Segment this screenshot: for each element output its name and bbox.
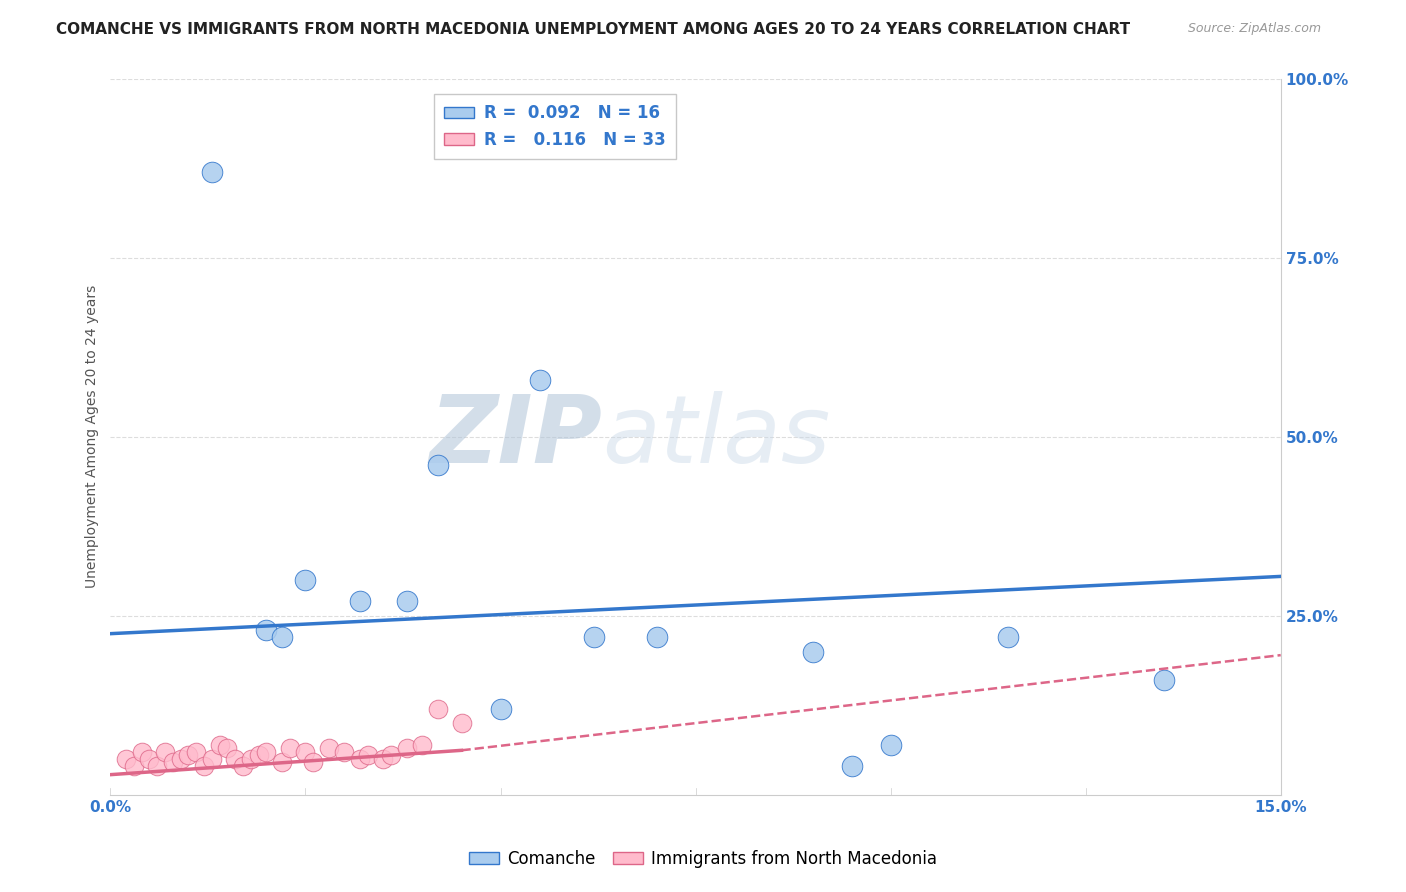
Point xyxy=(529,373,551,387)
Point xyxy=(193,759,215,773)
Point xyxy=(1153,673,1175,688)
Text: ZIP: ZIP xyxy=(429,391,602,483)
Point xyxy=(645,630,668,644)
Point xyxy=(271,630,294,644)
Text: COMANCHE VS IMMIGRANTS FROM NORTH MACEDONIA UNEMPLOYMENT AMONG AGES 20 TO 24 YEA: COMANCHE VS IMMIGRANTS FROM NORTH MACEDO… xyxy=(56,22,1130,37)
Text: atlas: atlas xyxy=(602,392,830,483)
Point xyxy=(224,752,246,766)
Point xyxy=(208,738,231,752)
Point xyxy=(294,573,316,587)
Point xyxy=(294,745,316,759)
Point xyxy=(302,756,325,770)
Point xyxy=(357,748,380,763)
Point xyxy=(450,716,472,731)
Point xyxy=(489,702,512,716)
Point xyxy=(138,752,160,766)
Point xyxy=(395,741,418,756)
Point xyxy=(841,759,863,773)
Point xyxy=(427,458,450,473)
Point xyxy=(349,594,371,608)
Point xyxy=(201,165,224,179)
Point xyxy=(879,738,901,752)
Point xyxy=(115,752,138,766)
Point xyxy=(146,759,169,773)
Point xyxy=(997,630,1019,644)
Point xyxy=(162,756,184,770)
Point xyxy=(256,745,278,759)
Point xyxy=(349,752,371,766)
Point xyxy=(122,759,145,773)
Point xyxy=(278,741,301,756)
Point xyxy=(333,745,356,759)
Point xyxy=(186,745,208,759)
Text: Source: ZipAtlas.com: Source: ZipAtlas.com xyxy=(1188,22,1322,36)
Point xyxy=(256,623,278,637)
Y-axis label: Unemployment Among Ages 20 to 24 years: Unemployment Among Ages 20 to 24 years xyxy=(86,285,100,589)
Point xyxy=(169,752,191,766)
Point xyxy=(318,741,340,756)
Point xyxy=(395,594,418,608)
Legend: R =  0.092   N = 16, R =   0.116   N = 33: R = 0.092 N = 16, R = 0.116 N = 33 xyxy=(434,95,676,159)
Point xyxy=(239,752,262,766)
Point xyxy=(373,752,395,766)
Point xyxy=(380,748,402,763)
Point xyxy=(583,630,606,644)
Point xyxy=(411,738,433,752)
Point xyxy=(271,756,294,770)
Point xyxy=(153,745,176,759)
Point xyxy=(177,748,200,763)
Point xyxy=(131,745,153,759)
Point xyxy=(427,702,450,716)
Legend: Comanche, Immigrants from North Macedonia: Comanche, Immigrants from North Macedoni… xyxy=(463,844,943,875)
Point xyxy=(201,752,224,766)
Point xyxy=(801,644,824,658)
Point xyxy=(232,759,254,773)
Point xyxy=(217,741,239,756)
Point xyxy=(247,748,270,763)
